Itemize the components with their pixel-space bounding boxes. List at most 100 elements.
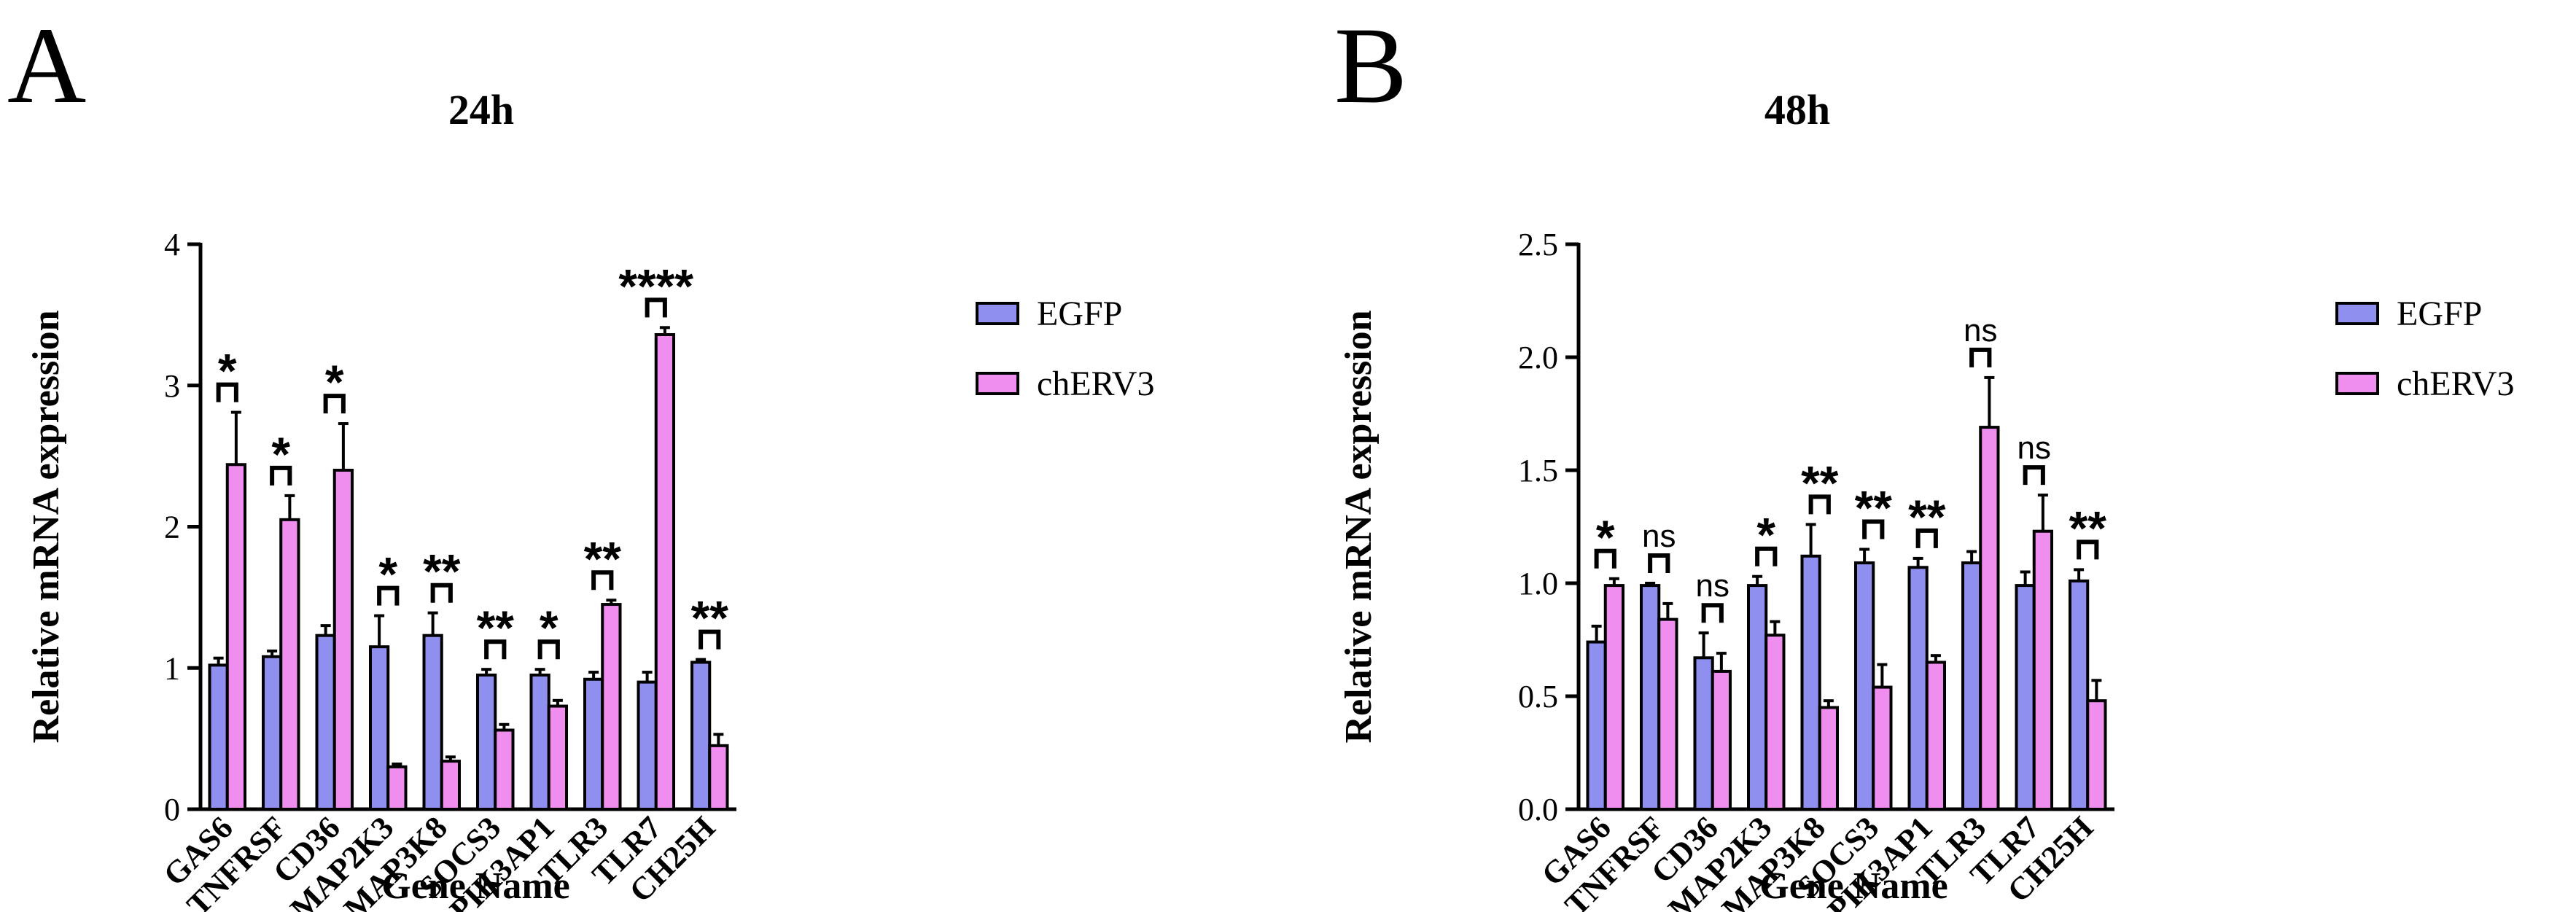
panel-letter: A bbox=[7, 5, 86, 126]
bar-cherv3 bbox=[601, 603, 622, 811]
bar-cherv3 bbox=[547, 704, 569, 811]
x-axis-label: Gene Name bbox=[381, 865, 569, 907]
bar-egfp bbox=[1907, 566, 1929, 811]
bar-egfp bbox=[2068, 579, 2090, 811]
significance-label: * bbox=[325, 355, 344, 409]
bar-cherv3 bbox=[1764, 634, 1786, 811]
significance-label: ** bbox=[691, 591, 729, 645]
bar-egfp bbox=[422, 634, 443, 811]
y-tick-label: 1.0 bbox=[1518, 566, 1558, 601]
legend-label-egfp: EGFP bbox=[1037, 295, 1122, 333]
significance-bracket bbox=[1915, 528, 1938, 548]
significance-label: * bbox=[1756, 508, 1775, 562]
bar-egfp bbox=[583, 677, 604, 811]
legend-swatch-cherv3 bbox=[2335, 372, 2379, 395]
significance-label: * bbox=[271, 427, 290, 481]
y-tick-label: 0.5 bbox=[1518, 679, 1558, 714]
significance-label: * bbox=[378, 547, 397, 601]
bar-cherv3 bbox=[332, 469, 354, 811]
significance-label: ** bbox=[423, 545, 461, 599]
bar-cherv3 bbox=[440, 760, 462, 811]
significance-label: ** bbox=[1855, 481, 1893, 535]
bar-egfp bbox=[1746, 584, 1768, 811]
significance-bracket bbox=[484, 639, 507, 660]
chart-panel-a: A 24h 0 1 2 3 4 Relative mRNA expression Gene Na… bbox=[7, 5, 1154, 912]
bar-cherv3 bbox=[2086, 699, 2107, 811]
bar-cherv3 bbox=[1818, 706, 1840, 811]
bar-egfp bbox=[315, 634, 336, 811]
significance-label: ** bbox=[2069, 501, 2107, 555]
significance-bracket bbox=[645, 297, 667, 318]
significance-label: **** bbox=[618, 259, 693, 313]
significance-bracket bbox=[1808, 494, 1831, 515]
bar-cherv3 bbox=[654, 333, 676, 811]
y-tick-label: 2 bbox=[164, 510, 180, 545]
significance-label: ns bbox=[1642, 518, 1676, 554]
x-axis-label: Gene Name bbox=[1759, 865, 1947, 907]
bar-cherv3 bbox=[225, 463, 247, 811]
significance-bracket bbox=[323, 394, 346, 414]
significance-bracket bbox=[377, 585, 400, 606]
bar-cherv3 bbox=[1925, 660, 1947, 811]
legend-label-egfp: EGFP bbox=[2397, 295, 2482, 333]
significance-label: ns bbox=[2017, 430, 2051, 466]
bar-egfp bbox=[1961, 561, 1982, 811]
bar-cherv3 bbox=[1603, 584, 1625, 811]
y-tick-label: 2.5 bbox=[1518, 227, 1558, 262]
significance-bracket bbox=[270, 465, 292, 486]
legend-swatch-egfp bbox=[2335, 302, 2379, 325]
chart-title: 24h bbox=[448, 86, 514, 133]
bar-cherv3 bbox=[386, 765, 408, 811]
legend-label-cherv3: chERV3 bbox=[1037, 365, 1154, 403]
significance-label: * bbox=[540, 601, 559, 655]
bar-cherv3 bbox=[708, 744, 729, 811]
legend-label-cherv3: chERV3 bbox=[2397, 365, 2514, 403]
y-tick-label: 4 bbox=[164, 227, 180, 262]
significance-bracket bbox=[699, 629, 721, 650]
significance-bracket bbox=[2023, 465, 2045, 486]
significance-label: ** bbox=[1908, 490, 1946, 544]
bar-egfp bbox=[1800, 554, 1821, 811]
panel-letter: B bbox=[1334, 5, 1407, 126]
significance-bracket bbox=[1594, 548, 1616, 569]
significance-bracket bbox=[216, 382, 238, 402]
bar-egfp bbox=[637, 680, 658, 811]
bar-egfp bbox=[1693, 656, 1714, 811]
bar-cherv3 bbox=[1872, 685, 1893, 811]
y-tick-label: 1 bbox=[164, 650, 180, 686]
significance-label: * bbox=[1596, 510, 1615, 564]
bar-egfp bbox=[208, 663, 229, 811]
y-axis-label: Relative mRNA expression bbox=[26, 310, 67, 743]
bar-egfp bbox=[1639, 584, 1661, 811]
significance-bracket bbox=[1969, 347, 1992, 367]
significance-bracket bbox=[591, 570, 614, 591]
bar-cherv3 bbox=[1711, 669, 1732, 811]
bar-egfp bbox=[261, 655, 283, 811]
legend-swatch-cherv3 bbox=[976, 372, 1019, 395]
chart-title: 48h bbox=[1764, 86, 1830, 133]
y-tick-label: 1.5 bbox=[1518, 453, 1558, 488]
bar-cherv3 bbox=[279, 518, 300, 811]
bar-egfp bbox=[2015, 584, 2036, 811]
significance-bracket bbox=[1862, 519, 1885, 539]
significance-bracket bbox=[430, 582, 453, 603]
y-axis-label: Relative mRNA expression bbox=[1338, 310, 1380, 743]
y-tick-label: 0.0 bbox=[1518, 792, 1558, 827]
chart-panel-b: B 48h 0.0 0.5 1.0 1.5 2.0 2.5 Relative mRNA expr… bbox=[1334, 5, 2514, 912]
significance-label: ns bbox=[1964, 313, 1997, 348]
significance-label: ** bbox=[1801, 456, 1839, 510]
significance-bracket bbox=[2077, 539, 2099, 560]
legend-swatch-egfp bbox=[976, 302, 1019, 325]
significance-bracket bbox=[1648, 553, 1670, 573]
bar-egfp bbox=[368, 645, 390, 811]
bar-egfp bbox=[1853, 561, 1875, 811]
significance-label: ** bbox=[477, 601, 515, 655]
bar-egfp bbox=[690, 660, 712, 811]
significance-label: ns bbox=[1696, 568, 1729, 604]
bar-cherv3 bbox=[1979, 426, 2000, 811]
bar-cherv3 bbox=[494, 728, 515, 811]
bar-cherv3 bbox=[2032, 529, 2054, 811]
significance-bracket bbox=[1755, 546, 1778, 566]
significance-bracket bbox=[1701, 603, 1724, 623]
